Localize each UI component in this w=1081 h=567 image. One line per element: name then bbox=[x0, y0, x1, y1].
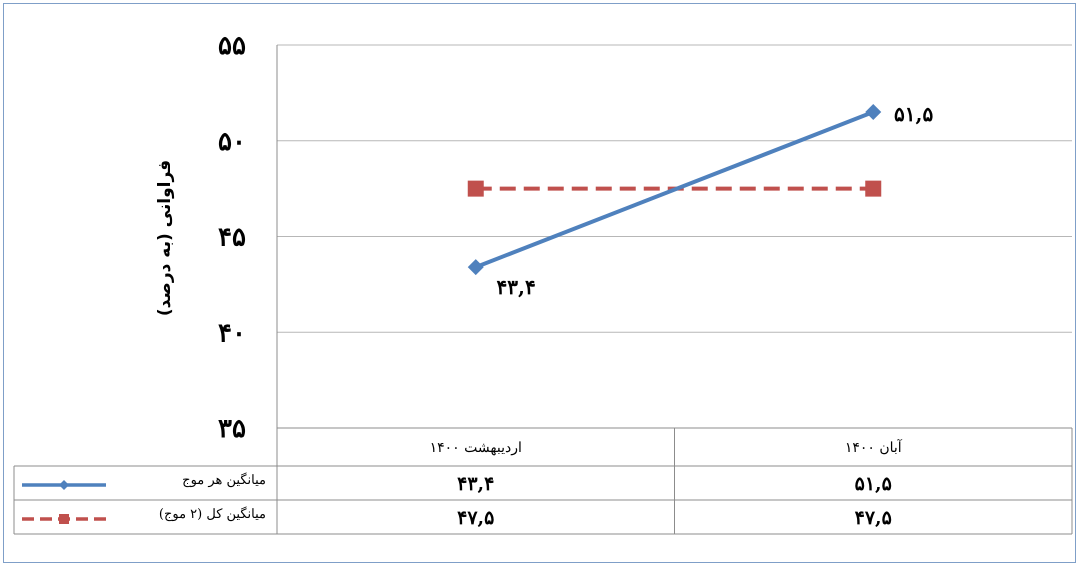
y-tick-label: ۵۵ bbox=[218, 31, 246, 61]
table-cell-value: ۴۷,۵ bbox=[855, 507, 892, 529]
data-point-marker bbox=[865, 180, 882, 197]
y-axis-label: فراوانی (به درصد) bbox=[155, 160, 175, 316]
data-point-marker bbox=[467, 180, 484, 197]
data-label: ۵۱,۵ bbox=[894, 102, 933, 126]
legend-label: میانگین کل (۲ موج) bbox=[159, 506, 266, 522]
series-line bbox=[475, 110, 874, 270]
chart-frame bbox=[3, 3, 1076, 563]
x-category-label: آبان ۱۴۰۰ bbox=[845, 438, 903, 456]
table-cell-value: ۴۷,۵ bbox=[457, 507, 494, 529]
table-cell-value: ۴۳,۴ bbox=[457, 473, 494, 495]
data-labels: ۴۳,۴ ۵۱,۵ bbox=[497, 102, 934, 299]
data-table: اردیبهشت ۱۴۰۰ آبان ۱۴۰۰ میانگین هر موج ۴۳,۴… bbox=[13, 427, 1073, 535]
y-tick-label: ۴۵ bbox=[218, 223, 246, 253]
data-point-marker bbox=[865, 104, 882, 121]
data-point-marker bbox=[467, 259, 484, 276]
y-tick-labels: ۳۵ ۴۰ ۴۵ ۵۰ ۵۵ bbox=[218, 31, 246, 444]
legend-label: میانگین هر موج bbox=[182, 472, 266, 488]
y-tick-label: ۵۰ bbox=[218, 127, 246, 157]
series-markers bbox=[467, 104, 882, 276]
data-label: ۴۳,۴ bbox=[497, 275, 536, 299]
table-cell-value: ۵۱,۵ bbox=[855, 473, 892, 495]
x-category-label: اردیبهشت ۱۴۰۰ bbox=[430, 440, 522, 456]
y-tick-label: ۴۰ bbox=[218, 318, 246, 348]
y-tick-label: ۳۵ bbox=[218, 414, 246, 444]
gridlines bbox=[276, 44, 1072, 428]
legend-marker-swatch bbox=[59, 480, 69, 490]
series-lines bbox=[475, 110, 874, 270]
legend-marker-swatch bbox=[59, 514, 69, 524]
